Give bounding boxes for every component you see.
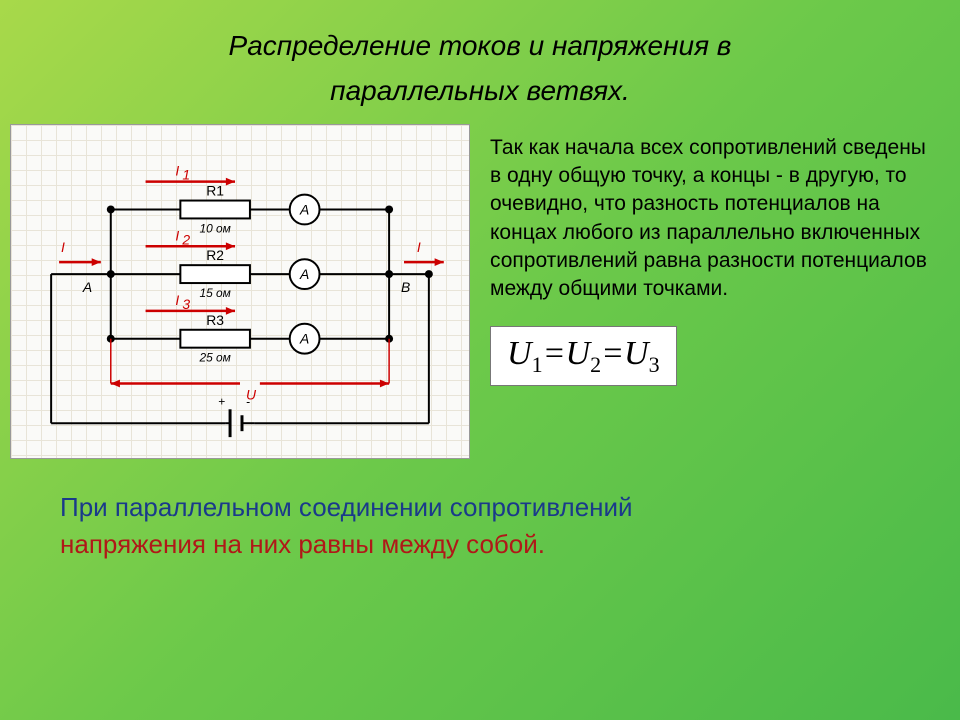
svg-text:А: А [299,201,309,217]
svg-text:R2: R2 [206,247,224,263]
svg-text:U: U [246,386,257,402]
formula-box: U1=U2=U3 [490,326,677,387]
svg-text:R1: R1 [206,182,224,198]
svg-text:I: I [175,227,179,243]
conclusion-text: При параллельном соединении сопротивлени… [0,459,960,564]
circuit-diagram: +-R110 омАI1R215 омАI2R325 омАI3ABIIU [10,124,470,459]
svg-text:I: I [175,162,179,178]
content-row: +-R110 омАI1R215 омАI2R325 омАI3ABIIU Та… [0,114,960,459]
svg-text:+: + [218,394,225,408]
svg-text:3: 3 [182,295,190,311]
svg-text:B: B [401,279,410,295]
side-text-block: Так как начала всех сопротивлений сведен… [490,124,930,459]
svg-text:25 ом: 25 ом [198,350,230,364]
svg-text:A: A [82,279,92,295]
title-line-1: Распределение токов и напряжения в [0,24,960,69]
svg-text:15 ом: 15 ом [199,286,230,300]
svg-text:А: А [299,266,309,282]
explanation-paragraph: Так как начала всех сопротивлений сведен… [490,134,930,304]
page-title: Распределение токов и напряжения в парал… [0,0,960,114]
title-line-2: параллельных ветвях. [0,69,960,114]
conclusion-line-1: При параллельном соединении сопротивлени… [60,492,633,522]
svg-text:I: I [417,239,421,255]
voltage-equality-formula: U1=U2=U3 [507,335,660,372]
svg-text:2: 2 [181,231,190,247]
svg-text:А: А [299,330,309,346]
conclusion-line-2: напряжения на них равны между собой. [60,529,545,559]
svg-text:R3: R3 [206,311,224,327]
svg-text:1: 1 [182,166,190,182]
circuit-svg: +-R110 омАI1R215 омАI2R325 омАI3ABIIU [11,125,469,458]
svg-text:I: I [61,239,65,255]
svg-text:10 ом: 10 ом [199,221,230,235]
svg-text:I: I [175,292,179,308]
